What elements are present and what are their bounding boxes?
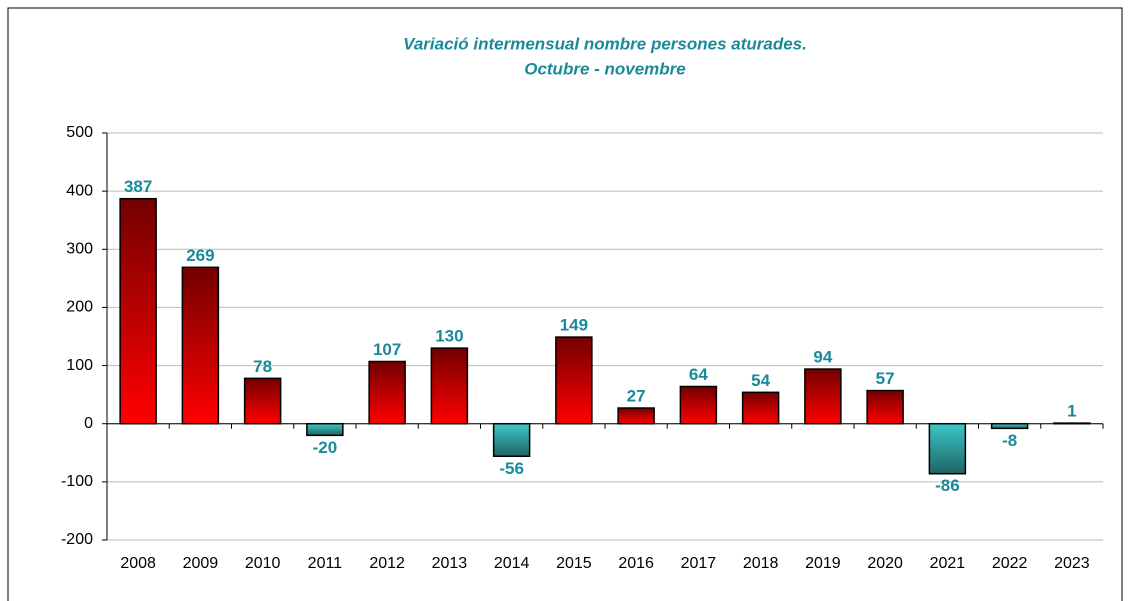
bar	[617, 407, 655, 425]
data-label: -20	[313, 438, 338, 457]
data-label: 94	[813, 348, 832, 367]
chart-subtitle: Octubre - novembre	[524, 59, 686, 78]
x-tick-label: 2019	[805, 555, 841, 572]
y-tick-label: 200	[66, 299, 93, 316]
bar	[990, 422, 1029, 430]
bar	[679, 385, 718, 425]
bar	[555, 336, 593, 425]
x-tick-label: 2015	[556, 555, 592, 572]
y-tick-label: 0	[84, 415, 93, 432]
x-tick-label: 2017	[681, 555, 717, 572]
bar	[1053, 422, 1091, 425]
data-label: -8	[1002, 431, 1017, 450]
data-label: 387	[124, 177, 152, 196]
x-tick-label: 2010	[245, 555, 281, 572]
data-label: 269	[186, 246, 214, 265]
data-label: 1	[1067, 402, 1076, 421]
data-label: 57	[876, 369, 895, 388]
bar	[804, 368, 842, 425]
x-tick-label: 2023	[1054, 555, 1090, 572]
x-tick-label: 2016	[618, 555, 654, 572]
x-tick-label: 2011	[308, 555, 343, 572]
data-label: -86	[935, 476, 960, 495]
bar	[741, 391, 780, 425]
x-tick-label: 2020	[867, 555, 903, 572]
y-tick-label: -100	[61, 473, 93, 490]
bar	[181, 266, 220, 425]
data-label: 54	[751, 371, 770, 390]
x-tick-label: 2014	[494, 555, 530, 572]
bar	[368, 360, 406, 425]
x-tick-label: 2012	[369, 555, 405, 572]
x-tick-label: 2013	[432, 555, 468, 572]
x-tick-label: 2009	[183, 555, 219, 572]
x-tick-label: 2021	[930, 555, 966, 572]
data-label: 107	[373, 340, 401, 359]
data-label: 78	[253, 357, 272, 376]
y-tick-label: 100	[66, 357, 93, 374]
x-tick-label: 2008	[120, 555, 156, 572]
data-label: -56	[499, 459, 524, 478]
y-tick-label: 300	[66, 241, 93, 258]
data-label: 149	[560, 316, 588, 335]
bar	[430, 347, 469, 425]
bar	[866, 389, 904, 425]
chart-border	[7, 7, 1123, 601]
x-tick-label: 2022	[992, 555, 1028, 572]
bar	[119, 197, 157, 425]
bar	[243, 377, 282, 425]
y-tick-label: -200	[61, 531, 93, 548]
x-tick-label: 2018	[743, 555, 779, 572]
data-label: 27	[627, 387, 646, 406]
bar	[492, 422, 531, 458]
y-tick-label: 500	[66, 124, 93, 141]
data-label: 64	[689, 365, 708, 384]
chart-title: Variació intermensual nombre persones at…	[403, 34, 807, 53]
bar	[928, 422, 967, 475]
data-label: 130	[435, 327, 463, 346]
bar	[306, 422, 344, 437]
y-tick-label: 400	[66, 182, 93, 199]
